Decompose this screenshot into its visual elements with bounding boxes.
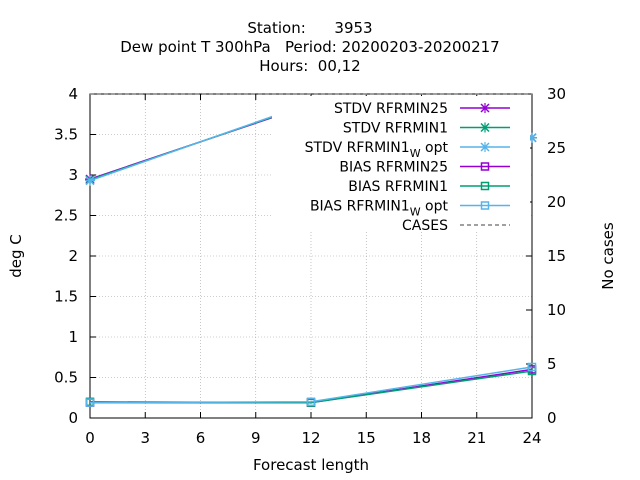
x-tick-label: 15 (357, 429, 376, 447)
y-tick-label: 2.5 (54, 207, 78, 225)
legend-marker (480, 181, 490, 191)
legend-label: BIAS RFRMIN1 (348, 179, 448, 195)
data-point (85, 398, 95, 407)
legend-label: STDV RFRMIN1W opt (305, 140, 449, 160)
y2-axis-label: No cases (599, 222, 617, 290)
y-tick-label: 0.5 (54, 369, 78, 387)
y-axis-label: deg C (7, 234, 25, 278)
series-line (89, 366, 533, 404)
y-tick-label: 1.5 (54, 288, 78, 306)
x-tick-label: 21 (467, 429, 486, 447)
y2-tick-label: 25 (547, 139, 566, 157)
legend: STDV RFRMIN25 STDV RFRMIN1 STDV RFRMIN1W o… (272, 96, 530, 234)
x-tick-label: 24 (522, 429, 541, 447)
legend-label: CASES (402, 218, 448, 234)
y-axis-ticks: 0 0.5 1 1.5 2 2.5 3 3.5 4 (54, 85, 96, 427)
x-tick-label: 3 (140, 429, 150, 447)
x-tick-label: 6 (196, 429, 206, 447)
legend-marker (480, 201, 490, 210)
data-point (306, 397, 316, 407)
y2-tick-label: 15 (547, 247, 566, 265)
y-tick-label: 3 (68, 166, 78, 184)
legend-marker (480, 103, 490, 113)
title-line: Station: 3953 (247, 19, 372, 37)
y-tick-label: 4 (68, 85, 78, 103)
data-point (527, 362, 537, 372)
data-point (85, 175, 95, 186)
x-tick-label: 0 (85, 429, 95, 447)
y2-tick-label: 10 (547, 301, 566, 319)
y-tick-label: 0 (68, 409, 78, 427)
x-tick-label: 12 (301, 429, 320, 447)
title-line: Dew point T 300hPa Period: 20200203-2020… (120, 38, 499, 56)
legend-label: BIAS RFRMIN1W opt (310, 199, 449, 219)
y2-axis-ticks: 0 5 10 15 20 25 30 (526, 85, 566, 427)
y-tick-label: 3.5 (54, 126, 78, 144)
y2-tick-label: 0 (547, 409, 557, 427)
title-line: Hours: 00,12 (259, 57, 360, 75)
legend-label: STDV RFRMIN25 (334, 101, 448, 117)
y-tick-label: 2 (68, 247, 78, 265)
x-tick-label: 18 (412, 429, 431, 447)
y2-tick-label: 20 (547, 193, 566, 211)
y2-tick-label: 5 (547, 355, 557, 373)
legend-marker (480, 162, 490, 171)
x-axis-label: Forecast length (253, 456, 369, 474)
y-tick-label: 1 (68, 328, 78, 346)
legend-label: BIAS RFRMIN25 (339, 160, 448, 176)
legend-marker (480, 142, 490, 152)
legend-marker (480, 122, 490, 133)
y2-tick-label: 30 (547, 85, 566, 103)
x-tick-label: 9 (251, 429, 261, 447)
legend-label: STDV RFRMIN1 (343, 121, 448, 137)
